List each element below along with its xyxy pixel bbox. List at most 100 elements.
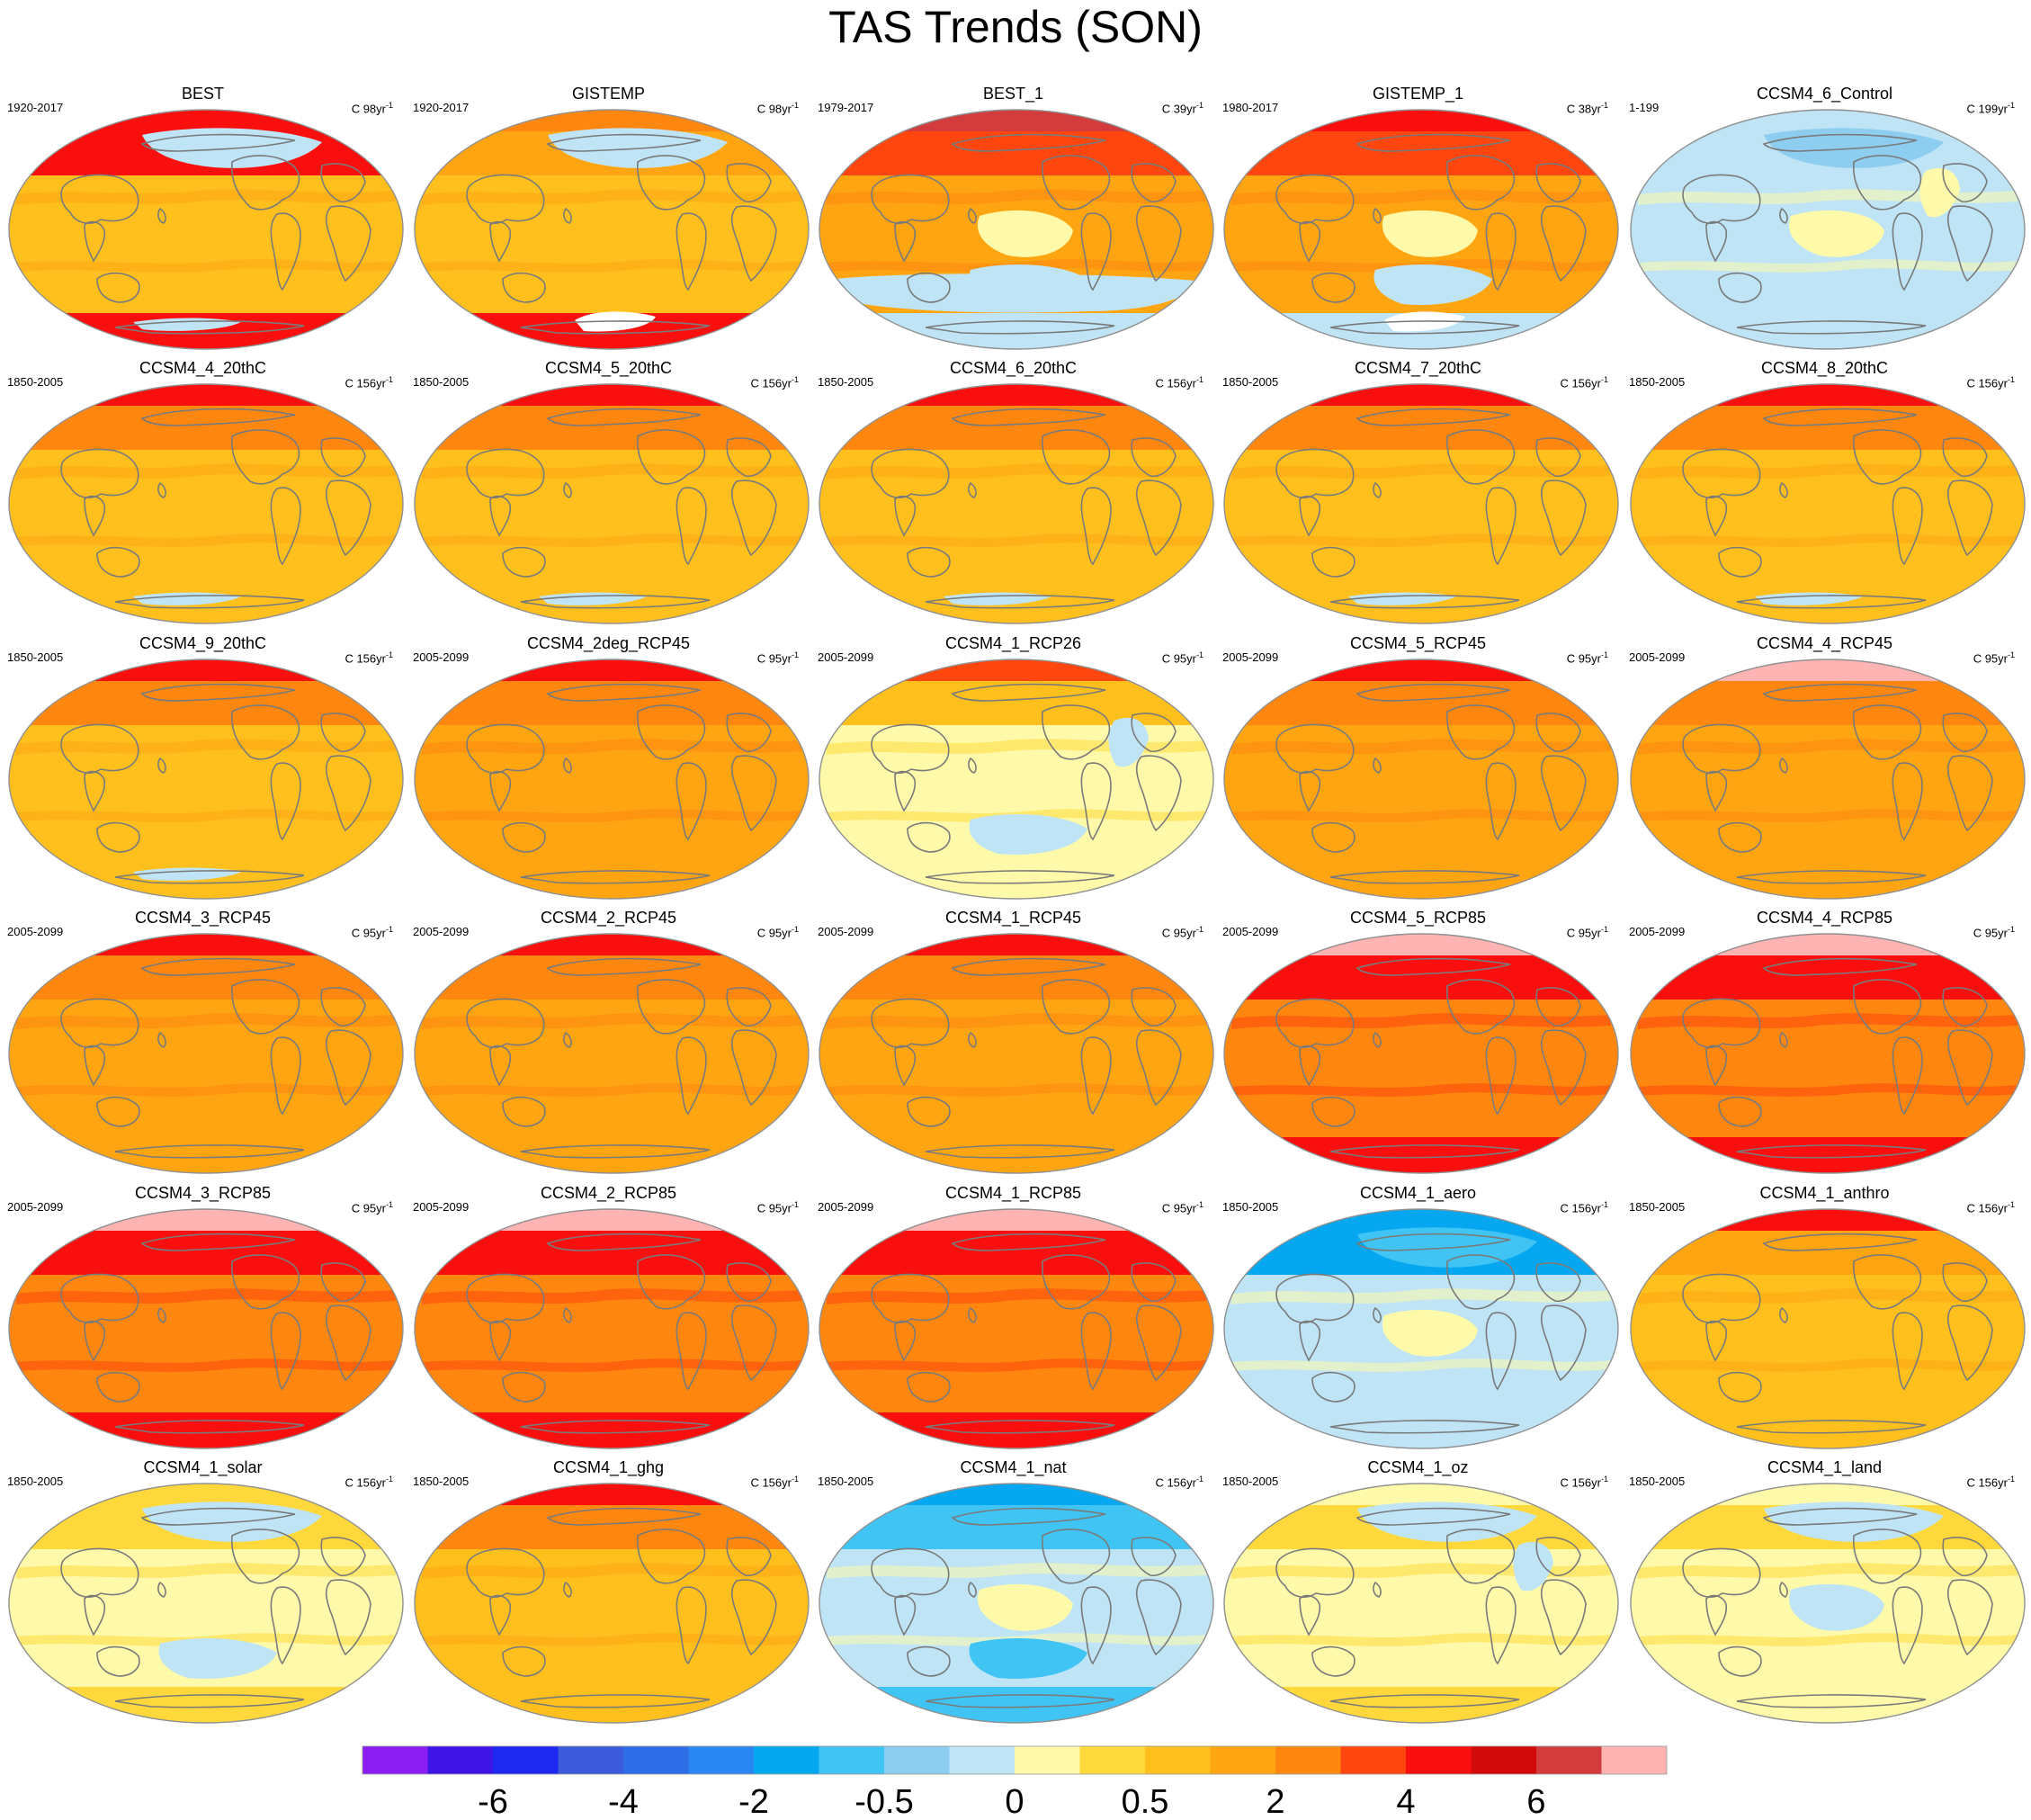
panel-units: C 98yr-1 (757, 98, 799, 116)
coastline (894, 1320, 917, 1362)
coastline (1355, 1507, 1511, 1526)
coastline (1942, 163, 1988, 203)
trend-streak (1638, 463, 2018, 480)
coastline (140, 133, 296, 152)
map-border (819, 659, 1214, 900)
panel-units-exponent: -1 (791, 375, 799, 384)
map-border (8, 933, 404, 1174)
coastline (231, 1254, 300, 1310)
coastline (563, 1581, 572, 1598)
coastline (1329, 1694, 1520, 1708)
map-panel: CCSM4_1_solar 1850-2005 C 156yr-1 (0, 1457, 406, 1731)
coastline (1853, 1254, 1922, 1310)
panel-units-exponent: -1 (1195, 1200, 1203, 1209)
panel-period: 1850-2005 (413, 375, 470, 389)
panel-units-text: C 156yr (1560, 1475, 1601, 1490)
coastline (871, 448, 950, 498)
trend-streak (16, 809, 396, 822)
panel-period: 1920-2017 (413, 101, 470, 114)
coastline (520, 320, 711, 335)
coastline (1485, 1586, 1517, 1665)
world-map (1223, 383, 1619, 624)
panel-units: C 156yr-1 (1560, 372, 1608, 390)
panel-units-text: C 156yr (344, 1475, 386, 1490)
map-panel: CCSM4_5_RCP85 2005-2099 C 95yr-1 (1215, 907, 1621, 1181)
coastline (1275, 174, 1355, 224)
trend-streak (422, 1288, 801, 1304)
panel-title: CCSM4_6_Control (1756, 85, 1893, 103)
world-map (8, 1483, 404, 1724)
coastline (489, 1594, 512, 1636)
panel-period: 1850-2005 (818, 375, 874, 389)
coastline (520, 595, 711, 609)
panel-units-exponent: -1 (1195, 375, 1203, 384)
map-panel: CCSM4_9_20thC 1850-2005 C 156yr-1 (0, 632, 406, 907)
coastline (1446, 1529, 1516, 1584)
coastline (270, 762, 301, 841)
panel-period: 2005-2099 (413, 1200, 470, 1214)
coastline (1705, 1044, 1728, 1087)
coastline (84, 495, 106, 537)
coastline (925, 1694, 1115, 1708)
map-panel: CCSM4_4_RCP45 2005-2099 C 95yr-1 (1622, 632, 2027, 907)
coastline (1135, 205, 1182, 282)
map-panel: CCSM4_1_anthro 1850-2005 C 156yr-1 (1622, 1182, 2027, 1457)
coastline (1355, 683, 1511, 702)
panel-title: CCSM4_5_RCP45 (1349, 634, 1487, 652)
coastline (1736, 1420, 1927, 1434)
coastline (466, 1547, 545, 1598)
coastline (951, 133, 1106, 152)
panel-units-exponent: -1 (1600, 101, 1608, 110)
arctic-band (415, 1484, 809, 1505)
southern-band (1631, 1412, 2025, 1448)
coastline (1892, 1312, 1923, 1391)
map-panel: CCSM4_3_RCP85 2005-2099 C 95yr-1 (0, 1182, 406, 1457)
trend-streak (422, 739, 801, 755)
coastline (951, 408, 1106, 426)
coastline (1275, 723, 1355, 774)
panel-period: 2005-2099 (1222, 650, 1279, 664)
coastline (325, 1579, 371, 1656)
coastline (1275, 1547, 1355, 1598)
arctic-band (1224, 384, 1618, 406)
panel-units-text: C 156yr (344, 376, 386, 390)
coastline (60, 448, 139, 498)
panel-units-text: C 199yr (1966, 102, 2008, 116)
southern-band (1224, 1412, 1618, 1448)
colorbar-swatch (558, 1746, 623, 1774)
coastline (925, 870, 1115, 884)
arctic-band (9, 384, 403, 406)
coastline (1762, 683, 1918, 702)
world-map (8, 659, 404, 900)
panel-units-exponent: -1 (1600, 650, 1608, 659)
colorbar-swatch (623, 1746, 689, 1774)
coastline (563, 757, 572, 774)
world-map (819, 659, 1214, 900)
coastline (1779, 1031, 1788, 1048)
panel-period: 1850-2005 (7, 375, 64, 389)
southern-band (1224, 1687, 1618, 1723)
coastline (489, 495, 512, 537)
world-map (819, 933, 1214, 1174)
coastline (1311, 1096, 1355, 1127)
southern-band (415, 1412, 809, 1448)
panel-units-exponent: -1 (2007, 1475, 2015, 1484)
world-map (1630, 659, 2026, 900)
map-border (819, 933, 1214, 1174)
coastline (84, 1594, 106, 1636)
panel-units: C 156yr-1 (1966, 372, 2015, 390)
panel-units: C 156yr-1 (1155, 372, 1203, 390)
coastline (320, 713, 366, 753)
map-panel: CCSM4_1_RCP26 2005-2099 C 95yr-1 (810, 632, 1216, 907)
coastline (637, 979, 706, 1035)
coastline (140, 408, 296, 426)
map-border (8, 1208, 404, 1449)
arctic-band (9, 1484, 403, 1505)
trend-streak (827, 189, 1206, 205)
arctic-band (819, 659, 1213, 681)
arctic-band (9, 110, 403, 131)
coastline (1535, 437, 1581, 478)
panel-units-exponent: -1 (1195, 1475, 1203, 1484)
colorbar-swatch (1406, 1746, 1472, 1774)
coastline (60, 1273, 139, 1323)
